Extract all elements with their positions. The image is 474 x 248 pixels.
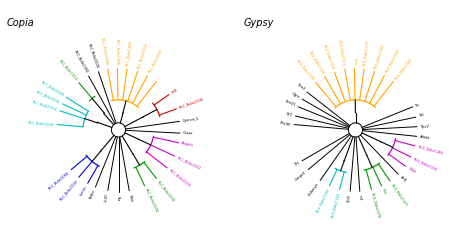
Text: RLC_BdisC024: RLC_BdisC024 — [168, 168, 191, 187]
Text: RLC_BdisC030: RLC_BdisC030 — [157, 180, 176, 203]
Text: RLC_BdisC031: RLC_BdisC031 — [36, 90, 61, 104]
Text: RLC_BdisC006b: RLC_BdisC006b — [100, 38, 109, 66]
Text: RLC_BdisC099: RLC_BdisC099 — [40, 80, 64, 97]
Text: Phygy: Phygy — [280, 121, 291, 126]
Text: del1: del1 — [399, 175, 408, 184]
Text: Tont: Tont — [128, 193, 133, 201]
Text: Ogre: Ogre — [291, 91, 301, 99]
Text: CRM: CRM — [407, 166, 416, 174]
Text: RLG_BdisC104: RLG_BdisC104 — [315, 188, 330, 213]
Text: RLC_BdisC022: RLC_BdisC022 — [176, 155, 201, 170]
Text: RLC_BdisC288: RLC_BdisC288 — [115, 39, 119, 65]
Text: Gorge3: Gorge3 — [294, 170, 307, 182]
Text: Tcs: Tcs — [294, 161, 301, 167]
Text: RLC_BdisC002: RLC_BdisC002 — [58, 178, 78, 201]
Text: RLC_BdisC381: RLC_BdisC381 — [73, 50, 89, 74]
Text: RLG_BdisC039: RLG_BdisC039 — [413, 156, 438, 172]
Text: RLC_BdisC004: RLC_BdisC004 — [144, 188, 159, 213]
Text: RLG_BdisC078: RLG_BdisC078 — [370, 192, 381, 218]
Text: i: i — [157, 77, 161, 80]
Text: RLG_BdisC392: RLG_BdisC392 — [374, 43, 385, 69]
Text: RLG_BdisC204: RLG_BdisC204 — [330, 192, 341, 218]
Text: Tcn1: Tcn1 — [347, 194, 352, 203]
Text: Athila: Athila — [419, 135, 430, 140]
Text: Tpv2: Tpv2 — [420, 124, 429, 128]
Text: RLC_BdisC286: RLC_BdisC286 — [126, 40, 133, 66]
Text: RLG_BdisC014: RLG_BdisC014 — [322, 44, 335, 70]
Text: RLC_BdisC002c: RLC_BdisC002c — [137, 41, 149, 69]
Text: Gymco_1: Gymco_1 — [182, 117, 200, 123]
Text: Sire2: Sire2 — [296, 83, 306, 92]
Text: Chlamys: Chlamys — [308, 182, 320, 197]
Text: Ikeros: Ikeros — [79, 185, 88, 196]
Text: RLC_BdisC005: RLC_BdisC005 — [87, 43, 99, 69]
Text: RLG_BdisC000: RLG_BdisC000 — [394, 57, 413, 80]
Text: Copia: Copia — [6, 18, 34, 28]
Text: RLG_BdisC265: RLG_BdisC265 — [418, 145, 444, 155]
Text: RLG_BdisC011: RLG_BdisC011 — [337, 40, 346, 66]
Text: Sb: Sb — [415, 102, 421, 108]
Text: Lc10: Lc10 — [104, 193, 109, 203]
Text: RLG_BdisC027: RLG_BdisC027 — [390, 183, 408, 207]
Text: RLC_BdisC006: RLC_BdisC006 — [179, 97, 205, 110]
Text: IIRE: IIRE — [171, 87, 178, 94]
Text: Osser: Osser — [183, 131, 194, 136]
Text: Ikm: Ikm — [352, 58, 356, 65]
Text: RLC_BdisC080: RLC_BdisC080 — [47, 170, 70, 190]
Text: Angela: Angela — [182, 141, 195, 148]
Text: rn1: rn1 — [358, 194, 363, 201]
Text: Sire21: Sire21 — [284, 99, 296, 108]
Text: Tar: Tar — [117, 195, 120, 200]
Text: RLG_BdisC180: RLG_BdisC180 — [295, 59, 315, 82]
Text: Sto: Sto — [381, 188, 387, 195]
Text: RLG_BdisC249: RLG_BdisC249 — [308, 50, 325, 75]
Text: S71: S71 — [285, 112, 293, 117]
Text: RLG_BdisC272: RLG_BdisC272 — [363, 39, 370, 66]
Text: Bribo: Bribo — [89, 189, 96, 200]
Text: Gypsy: Gypsy — [243, 18, 273, 28]
Text: RLC_BdisC310: RLC_BdisC310 — [59, 59, 78, 82]
Text: RLC_BdisC000: RLC_BdisC000 — [147, 49, 163, 74]
Text: RLC_BdisC254: RLC_BdisC254 — [32, 100, 57, 112]
Text: RLG_BdisC094: RLG_BdisC094 — [384, 48, 400, 74]
Text: Tr1: Tr1 — [419, 113, 425, 118]
Text: RLC_BdisC008: RLC_BdisC008 — [28, 120, 54, 126]
